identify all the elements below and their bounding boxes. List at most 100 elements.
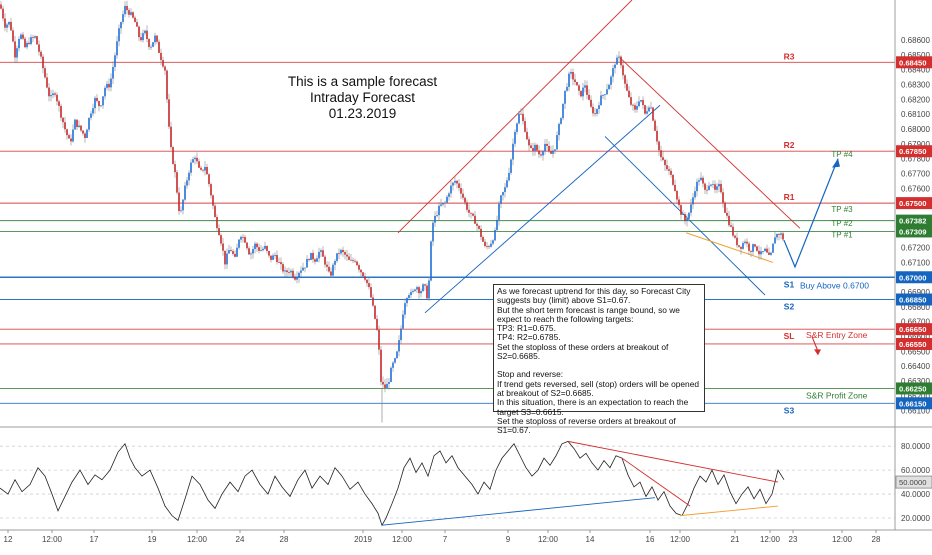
- candle-body: [272, 255, 274, 260]
- candle-body: [398, 340, 400, 352]
- candle-body: [348, 256, 350, 260]
- time-tick-label: 12:00: [832, 535, 853, 544]
- candle-body: [704, 183, 706, 190]
- candle-body: [40, 51, 42, 57]
- candle-body: [450, 185, 452, 194]
- overlay-drawings: TP #4 TP #3 TP #2 TP #1 Buy Above 0.6700 S&R …: [783, 150, 869, 400]
- candle-body: [392, 362, 394, 368]
- candle-body: [590, 99, 592, 107]
- candle-body: [588, 94, 590, 100]
- candle-body: [660, 150, 662, 158]
- candle-body: [358, 265, 360, 270]
- candle-body: [638, 101, 640, 107]
- candle-body: [156, 35, 158, 42]
- arrow-head-up: [832, 158, 840, 168]
- candle-body: [250, 253, 252, 255]
- candle-body: [372, 297, 374, 306]
- candle-body: [740, 246, 742, 249]
- candle-body: [498, 203, 500, 220]
- candle-body: [622, 65, 624, 76]
- candle-body: [58, 101, 60, 106]
- candle-body: [2, 8, 4, 19]
- candle-body: [292, 270, 294, 277]
- candle-body: [386, 383, 388, 388]
- down-channel-upper: [619, 57, 801, 229]
- candle-body: [700, 177, 702, 181]
- candle-body: [390, 367, 392, 382]
- candle-body: [468, 209, 470, 213]
- candle-body: [14, 41, 16, 58]
- candle-body: [770, 252, 772, 255]
- candle-body: [494, 230, 496, 241]
- candle-body: [684, 214, 686, 222]
- time-tick-label: 9: [506, 535, 511, 544]
- wedge-bottom: [685, 232, 774, 263]
- candle-body: [124, 5, 126, 15]
- candle-body: [552, 150, 554, 154]
- candle-body: [188, 172, 190, 181]
- candle-body: [132, 12, 134, 18]
- candle-body: [94, 97, 96, 109]
- candle-body: [112, 66, 114, 79]
- candle-body: [72, 129, 74, 142]
- candle-body: [536, 144, 538, 151]
- candle-body: [46, 77, 48, 88]
- candle-body: [128, 10, 130, 15]
- candle-body: [20, 34, 22, 39]
- candle-body: [442, 202, 444, 205]
- candle-body: [322, 250, 324, 257]
- candle-body: [118, 28, 120, 42]
- time-tick-label: 16: [646, 535, 655, 544]
- candle-body: [298, 272, 300, 278]
- candle-body: [538, 150, 540, 155]
- candle-body: [496, 219, 498, 231]
- candle-body: [402, 314, 404, 329]
- candle-body: [484, 241, 486, 247]
- tp-label: TP #2: [831, 219, 853, 228]
- candle-body: [422, 284, 424, 292]
- candle-body: [416, 287, 418, 290]
- candle-body: [438, 205, 440, 216]
- candle-body: [530, 145, 532, 149]
- candle-body: [204, 166, 206, 171]
- note-line: TP3: R1=0.675.: [497, 323, 556, 334]
- candle-body: [582, 87, 584, 97]
- candle-body: [338, 253, 340, 255]
- candle-body: [722, 192, 724, 203]
- candle-body: [146, 30, 148, 40]
- candle-body: [328, 266, 330, 272]
- candle-body: [426, 285, 428, 299]
- candle-body: [756, 246, 758, 251]
- price-badge: [896, 56, 932, 69]
- candle-body: [560, 118, 562, 124]
- candle-body: [462, 193, 464, 198]
- candle-body: [28, 42, 30, 45]
- candle-body: [230, 250, 232, 252]
- candle-body: [270, 255, 272, 260]
- candle-body: [76, 119, 78, 128]
- candle-body: [768, 252, 770, 255]
- candle-body: [408, 295, 410, 298]
- candle-body: [362, 272, 364, 277]
- candle-body: [556, 135, 558, 150]
- candle-body: [312, 252, 314, 260]
- forecast-heading: This is a sample forecast Intraday Forec…: [270, 74, 455, 122]
- candle-body: [608, 84, 610, 90]
- candle-body: [488, 246, 490, 247]
- candle-body: [114, 55, 116, 67]
- price-badge-label: 0.67850: [899, 147, 926, 156]
- candle-body: [336, 253, 338, 261]
- note-line: In this situation, there is an expectati…: [497, 397, 689, 417]
- price-tick-label: 0.68200: [901, 95, 930, 104]
- price-tick-label: 0.68600: [901, 36, 930, 45]
- candle-body: [388, 381, 390, 384]
- candle-body: [558, 123, 560, 136]
- candle-body: [306, 259, 308, 268]
- candle-body: [278, 262, 280, 263]
- candle-body: [304, 267, 306, 269]
- candle-body: [180, 210, 182, 212]
- candle-body: [70, 138, 72, 142]
- time-tick-label: 17: [90, 535, 99, 544]
- candle-body: [410, 291, 412, 296]
